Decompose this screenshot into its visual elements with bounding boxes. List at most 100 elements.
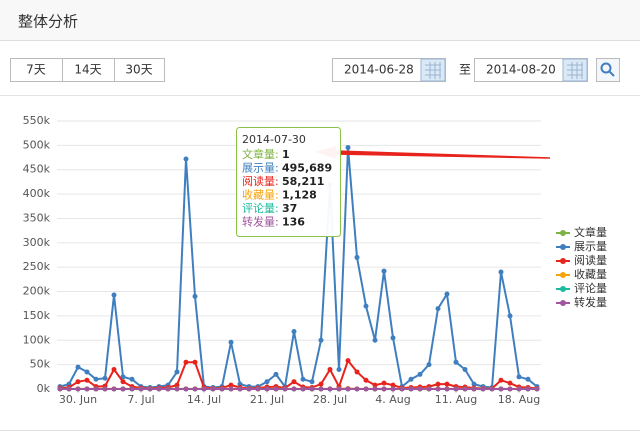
data-point: [147, 386, 153, 392]
legend-label: 收藏量: [574, 267, 607, 281]
data-point: [381, 380, 387, 386]
data-point: [363, 303, 369, 309]
legend-label: 展示量: [574, 240, 607, 253]
y-tick-label: 250k: [23, 260, 51, 273]
search-button[interactable]: [596, 58, 620, 82]
data-point: [336, 367, 342, 373]
data-point: [507, 386, 513, 392]
legend-label: 评论量: [574, 281, 607, 295]
data-point: [417, 386, 423, 392]
page-title: 整体分析: [18, 13, 78, 31]
data-point: [480, 386, 486, 392]
range-button[interactable]: 7天: [26, 63, 46, 77]
legend-marker: [560, 272, 566, 278]
data-point: [129, 376, 135, 382]
data-point: [264, 379, 270, 385]
data-point: [84, 369, 90, 375]
data-point: [219, 386, 225, 392]
y-tick-label: 500k: [23, 138, 51, 151]
legend-label: 转发量: [574, 295, 607, 309]
legend-marker: [560, 258, 566, 264]
data-point: [381, 268, 387, 274]
data-point: [111, 367, 117, 373]
data-point: [336, 386, 342, 392]
arrow-annotation: [315, 145, 551, 160]
tooltip-label: 文章量:: [242, 147, 279, 161]
data-point: [174, 382, 180, 388]
data-point: [444, 386, 450, 392]
data-point: [201, 386, 207, 392]
data-point: [498, 269, 504, 275]
tooltip-value: 495,689: [282, 162, 332, 175]
data-point: [75, 386, 81, 392]
y-tick-label: 50k: [30, 358, 51, 371]
legend-marker: [560, 300, 566, 306]
data-point: [93, 386, 99, 392]
data-point: [399, 386, 405, 392]
tooltip-value: 136: [282, 216, 305, 229]
data-point: [228, 382, 234, 388]
tooltip-value: 58,211: [282, 175, 324, 188]
data-point: [426, 362, 432, 368]
data-point: [165, 386, 171, 392]
tooltip-value: 1,128: [282, 189, 317, 202]
calendar-icon[interactable]: [420, 58, 446, 82]
data-point: [345, 386, 351, 392]
data-point: [462, 386, 468, 392]
data-point: [102, 386, 108, 392]
data-point: [192, 293, 198, 299]
data-point: [174, 369, 180, 375]
legend-marker: [560, 244, 566, 250]
tooltip-box: [236, 127, 341, 237]
y-tick-label: 100k: [23, 333, 51, 346]
tooltip-title: 2014-07-30: [242, 133, 306, 146]
data-point: [273, 371, 279, 377]
data-point: [435, 386, 441, 392]
data-point: [390, 335, 396, 341]
data-point: [345, 358, 351, 364]
data-point: [417, 371, 423, 377]
data-point: [462, 367, 468, 373]
data-point: [273, 386, 279, 392]
data-point: [408, 386, 414, 392]
data-point: [444, 291, 450, 297]
y-tick-label: 200k: [23, 285, 51, 298]
data-point: [156, 386, 162, 392]
data-point: [318, 381, 324, 387]
range-button[interactable]: 14天: [74, 63, 101, 77]
data-point: [444, 381, 450, 387]
data-point: [120, 386, 126, 392]
range-button[interactable]: 30天: [125, 63, 152, 77]
data-point: [318, 386, 324, 392]
data-point: [507, 380, 513, 386]
data-point: [471, 386, 477, 392]
data-point: [372, 382, 378, 388]
data-point: [129, 386, 135, 392]
y-tick-label: 550k: [23, 114, 51, 127]
data-point: [111, 292, 117, 298]
data-point: [120, 379, 126, 385]
data-point: [255, 386, 261, 392]
tooltip-label: 阅读量:: [242, 174, 279, 188]
calendar-icon[interactable]: [562, 58, 588, 82]
data-point: [390, 382, 396, 388]
y-tick-label: 150k: [23, 309, 51, 322]
data-point: [138, 386, 144, 392]
tooltip-label: 展示量:: [242, 162, 279, 175]
data-point: [516, 374, 522, 380]
x-tick-label: 28. Jul: [313, 393, 347, 406]
legend-label: 文章量: [574, 225, 607, 239]
data-point: [237, 386, 243, 392]
data-point: [318, 337, 324, 343]
tooltip-label: 收藏量:: [242, 188, 279, 202]
x-tick-label: 30. Jun: [59, 393, 97, 406]
tooltip-label: 评论量:: [242, 201, 279, 215]
end-date: 2014-08-20: [486, 63, 556, 77]
data-point: [111, 386, 117, 392]
data-point: [525, 376, 531, 382]
data-point: [75, 364, 81, 370]
data-point: [291, 379, 297, 385]
data-point: [120, 374, 126, 380]
